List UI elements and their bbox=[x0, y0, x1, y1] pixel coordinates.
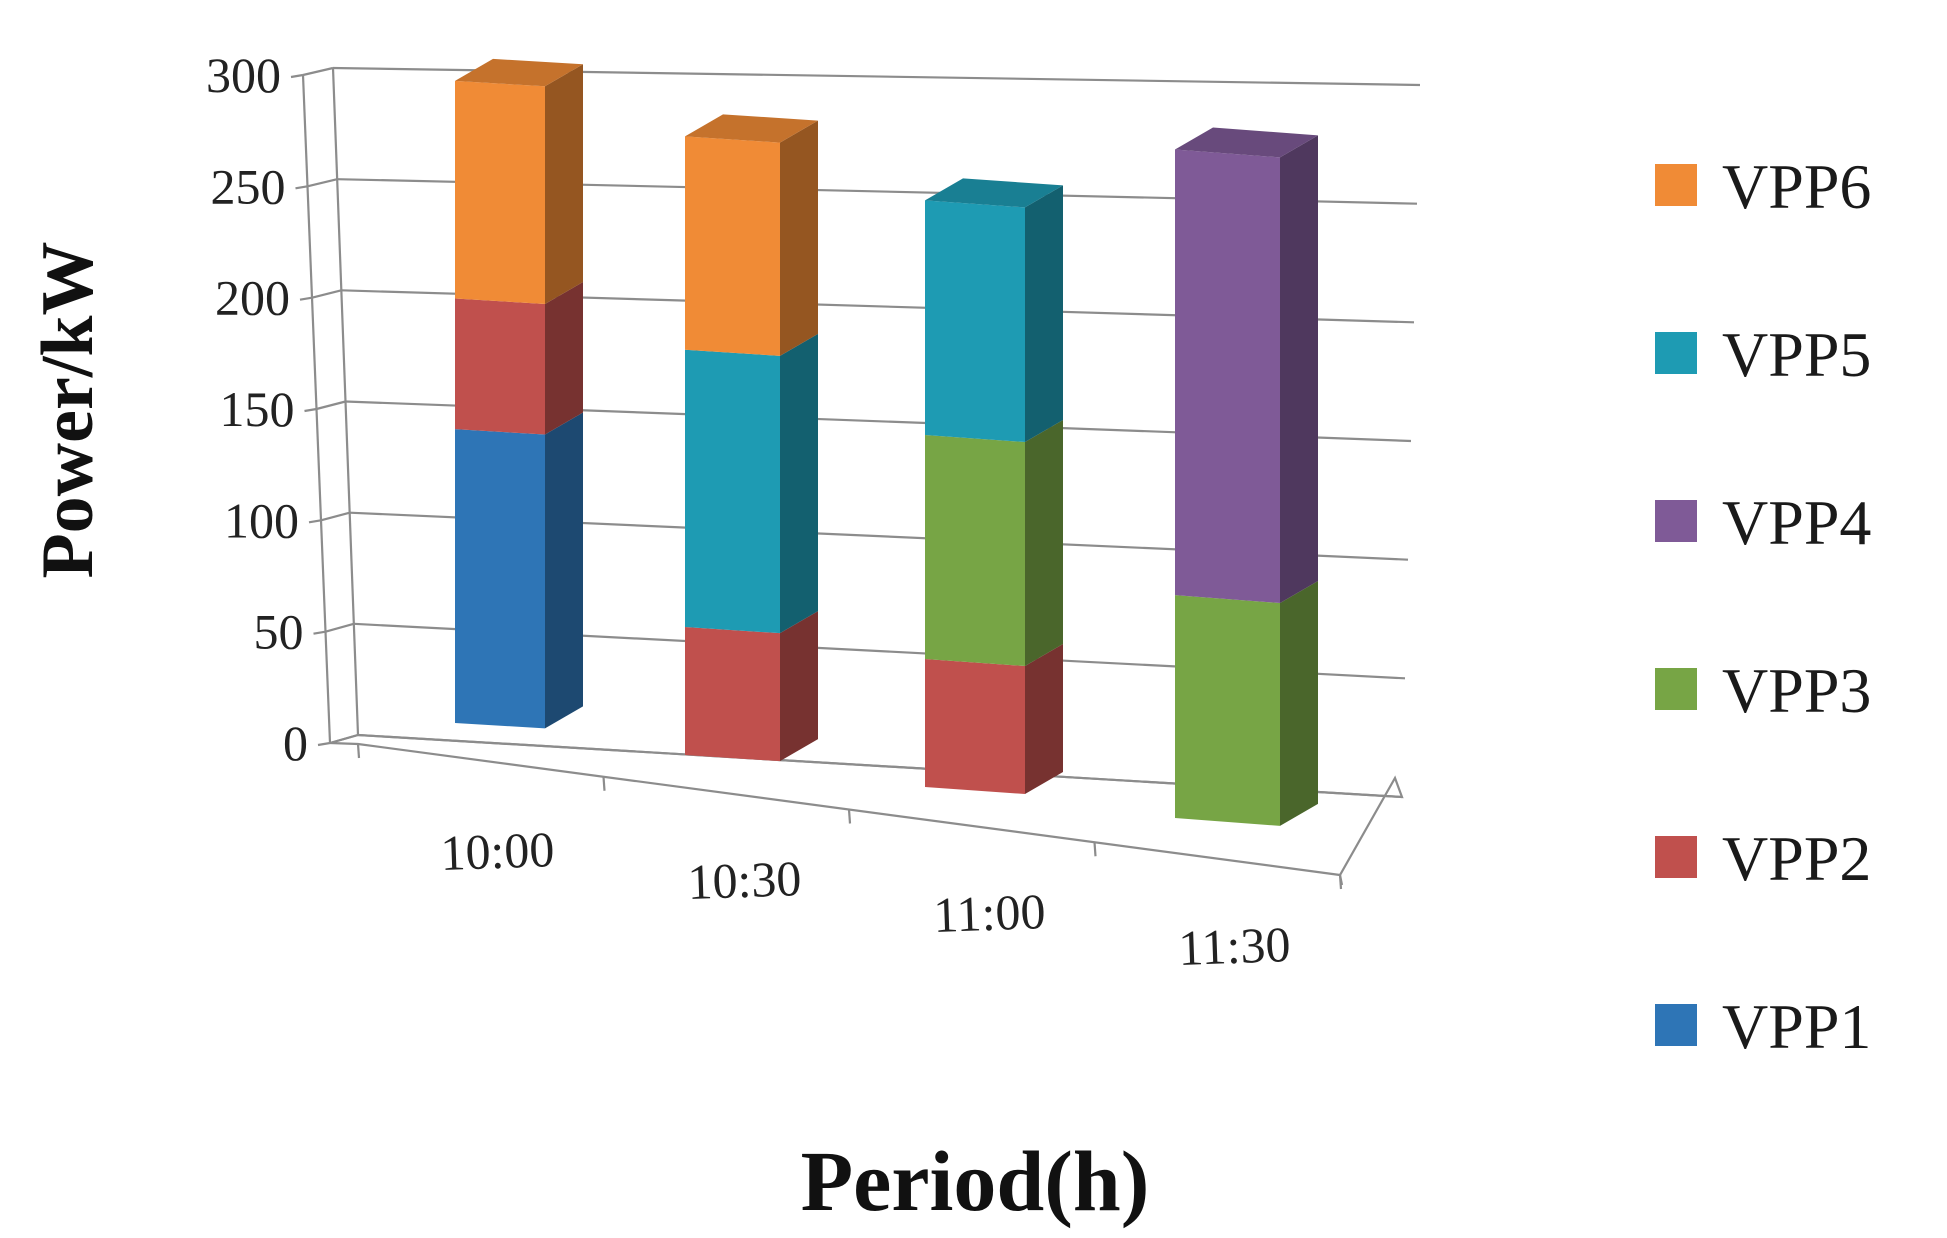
legend-label-vpp2: VPP2 bbox=[1722, 823, 1871, 894]
side-gridline-50 bbox=[325, 622, 355, 633]
wall-corner-line bbox=[331, 67, 360, 736]
bar-1100-vpp5-side bbox=[1025, 185, 1063, 443]
bar-1100-vpp3-side bbox=[1025, 420, 1063, 667]
y-tick-label-300: 300 bbox=[206, 47, 281, 103]
legend-swatch-vpp5 bbox=[1655, 332, 1697, 374]
y-tick-mark-100 bbox=[308, 519, 322, 524]
bar-1100-vpp5-front bbox=[925, 200, 1025, 443]
bar-layer bbox=[455, 58, 1318, 826]
label-layer: 0 50 100 150 200 250 300 10:00 10:30 11:00 11:30 bbox=[206, 47, 1291, 976]
y-tick-mark-50 bbox=[313, 630, 326, 635]
legend-label-vpp1: VPP1 bbox=[1722, 991, 1871, 1062]
side-gridline-150 bbox=[316, 400, 346, 411]
bar-1100-vpp2-front bbox=[925, 659, 1025, 794]
bar-1000-vpp1-side bbox=[545, 412, 583, 729]
legend-swatch-vpp3 bbox=[1655, 668, 1697, 710]
bar-1030-vpp5-side bbox=[780, 333, 818, 634]
x-tick-mark-4 bbox=[1338, 874, 1343, 890]
bar-1000-top bbox=[455, 58, 583, 87]
legend-label-vpp4: VPP4 bbox=[1722, 487, 1871, 558]
bar-1100-top bbox=[925, 178, 1063, 208]
bar-1130-vpp3-side bbox=[1280, 581, 1318, 826]
bar-1000-vpp6-side bbox=[545, 64, 583, 304]
x-tick-label-1100: 11:00 bbox=[932, 883, 1046, 943]
x-tick-label-1030: 10:30 bbox=[687, 850, 803, 910]
x-tick-label-1000: 10:00 bbox=[440, 821, 556, 881]
bar-1100-vpp3-front bbox=[925, 435, 1025, 667]
y-tick-label-150: 150 bbox=[220, 381, 295, 437]
legend-swatch-vpp2 bbox=[1655, 836, 1697, 878]
y-tick-mark-250 bbox=[295, 185, 308, 190]
legend-label-vpp6: VPP6 bbox=[1722, 151, 1871, 222]
bar-1130-vpp4-side bbox=[1280, 135, 1318, 604]
y-tick-mark-150 bbox=[304, 407, 317, 413]
legend-label-vpp5: VPP5 bbox=[1722, 319, 1871, 390]
x-axis-title: Period(h) bbox=[801, 1133, 1150, 1229]
y-axis-title: Power/kW bbox=[27, 241, 109, 578]
bar-1000-vpp2-side bbox=[545, 281, 583, 435]
x-tick-mark-1 bbox=[602, 776, 606, 791]
y-tick-label-200: 200 bbox=[215, 270, 290, 326]
bar-1000-vpp6-front bbox=[455, 80, 545, 304]
side-gridline-100 bbox=[320, 511, 350, 522]
bar-1030-top bbox=[685, 114, 818, 143]
bar-1130-vpp4-front bbox=[1175, 149, 1280, 604]
bar-1000-vpp1-front bbox=[455, 429, 545, 729]
legend-swatch-vpp6 bbox=[1655, 164, 1697, 206]
x-tick-label-1130: 11:30 bbox=[1177, 916, 1291, 976]
legend-swatch-vpp4 bbox=[1655, 500, 1697, 542]
legend: VPP6 VPP5 VPP4 VPP3 VPP2 VPP1 bbox=[1655, 151, 1871, 1062]
y-tick-label-100: 100 bbox=[224, 492, 299, 548]
bar-1130-vpp3-front bbox=[1175, 595, 1280, 826]
x-tick-mark-2 bbox=[847, 809, 852, 824]
bar-1030-vpp5-front bbox=[685, 349, 780, 634]
side-gridline-200 bbox=[311, 289, 342, 299]
bar-1030-vpp6-front bbox=[685, 136, 780, 356]
bar-1100-vpp2-side bbox=[1025, 644, 1063, 794]
x-tick-mark-3 bbox=[1093, 842, 1097, 857]
y-tick-mark-0 bbox=[317, 741, 331, 747]
y-axis-line bbox=[301, 74, 332, 744]
legend-label-vpp3: VPP3 bbox=[1722, 655, 1871, 726]
axis-layer bbox=[301, 67, 1404, 890]
bar-1030-vpp2-front bbox=[685, 627, 780, 762]
y-tick-label-0: 0 bbox=[283, 715, 308, 771]
side-gridline-300 bbox=[302, 66, 334, 77]
y-tick-mark-300 bbox=[290, 73, 304, 79]
legend-swatch-vpp1 bbox=[1655, 1004, 1697, 1046]
bar-1030-vpp6-side bbox=[780, 120, 818, 356]
bar-1030-vpp2-side bbox=[780, 611, 818, 762]
y-tick-mark-200 bbox=[299, 296, 313, 301]
x-tick-mark-0 bbox=[356, 743, 361, 759]
y-tick-label-50: 50 bbox=[254, 604, 304, 660]
side-gridline-250 bbox=[307, 178, 338, 188]
y-tick-label-250: 250 bbox=[211, 158, 286, 214]
bar-1000-vpp2-front bbox=[455, 298, 545, 435]
bar-1130-top bbox=[1175, 127, 1318, 158]
